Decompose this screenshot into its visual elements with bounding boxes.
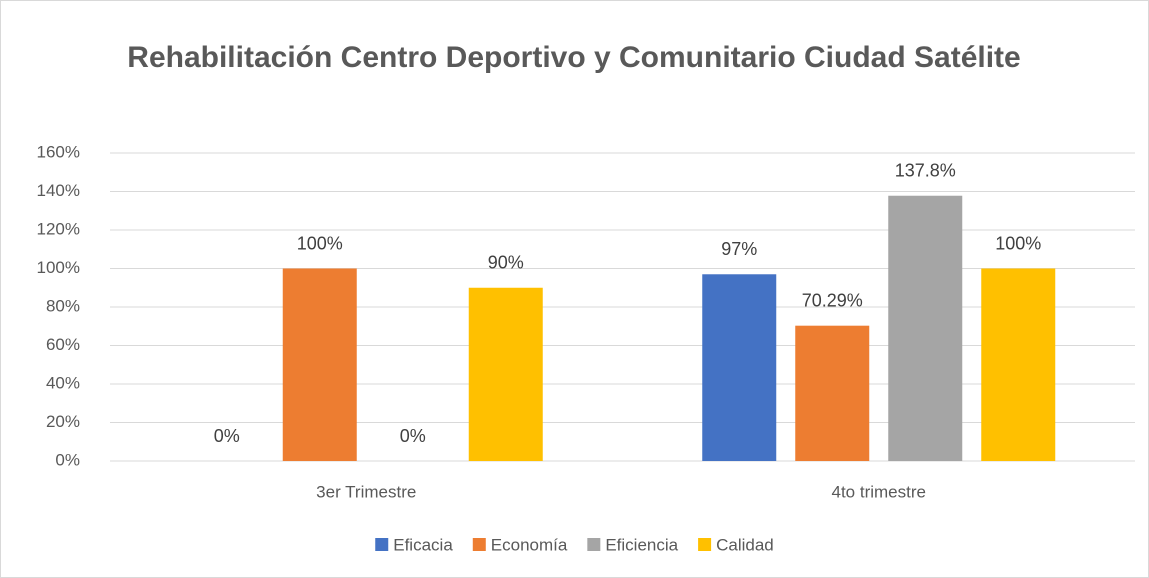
y-tick-label: 160% bbox=[37, 142, 80, 161]
bar bbox=[795, 325, 870, 461]
legend-swatch bbox=[587, 538, 601, 551]
value-label: 90% bbox=[488, 253, 524, 273]
bar bbox=[702, 274, 777, 461]
legend-label: Eficacia bbox=[393, 535, 453, 554]
legend-label: Economía bbox=[491, 535, 568, 554]
chart-title: Rehabilitación Centro Deportivo y Comuni… bbox=[127, 41, 1021, 74]
value-label: 0% bbox=[214, 426, 240, 446]
legend-label: Eficiencia bbox=[605, 535, 678, 554]
legend-swatch bbox=[472, 538, 486, 551]
value-label: 100% bbox=[995, 233, 1041, 253]
y-tick-label: 140% bbox=[37, 181, 80, 200]
legend-swatch bbox=[375, 538, 389, 551]
bar bbox=[888, 195, 963, 462]
y-tick-label: 120% bbox=[37, 219, 80, 238]
y-tick-label: 20% bbox=[46, 412, 80, 431]
x-tick-label: 3er Trimestre bbox=[316, 482, 416, 501]
value-label: 70.29% bbox=[802, 290, 863, 310]
y-tick-label: 60% bbox=[46, 335, 80, 354]
legend-swatch bbox=[698, 538, 712, 551]
value-label: 0% bbox=[400, 426, 426, 446]
x-tick-label: 4to trimestre bbox=[832, 482, 926, 501]
value-label: 137.8% bbox=[895, 160, 956, 180]
bar bbox=[981, 268, 1056, 461]
y-tick-label: 0% bbox=[55, 450, 80, 469]
y-tick-label: 100% bbox=[37, 258, 80, 277]
bar bbox=[282, 268, 357, 461]
legend-label: Calidad bbox=[716, 535, 774, 554]
bar bbox=[468, 287, 543, 461]
y-tick-label: 40% bbox=[46, 373, 80, 392]
y-tick-label: 80% bbox=[46, 296, 80, 315]
value-label: 100% bbox=[297, 233, 343, 253]
value-label: 97% bbox=[721, 239, 757, 259]
